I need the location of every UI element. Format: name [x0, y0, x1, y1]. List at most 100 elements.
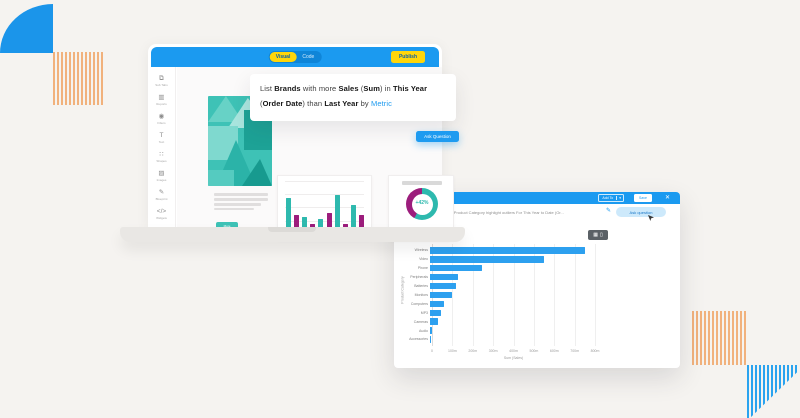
mini-bar [294, 214, 300, 232]
mini-bar [334, 195, 340, 232]
text-icon: T [159, 131, 164, 139]
publish-button[interactable]: Publish [390, 51, 425, 63]
text-placeholder [214, 198, 268, 201]
gridline [554, 244, 556, 346]
sidebar-item-images[interactable]: ▨ Images [148, 166, 175, 185]
sidebar-item-shapes[interactable]: ∷ Shapes [148, 147, 175, 166]
bar [430, 318, 438, 325]
table-row: Audio [394, 326, 433, 335]
bar [430, 300, 445, 308]
ask-question-button[interactable]: Ask Question [416, 131, 459, 142]
reports-icon: ▥ [158, 93, 165, 101]
dialog-titlebar: Add To ▾ Save ✕ [394, 192, 680, 204]
table-row: Peripherals [394, 273, 458, 282]
add-to-label: Add To [602, 196, 614, 200]
sidebar-item-widgets[interactable]: </> Widgets [148, 204, 175, 223]
category-label: Phone [417, 266, 428, 271]
category-label: Peripherals [410, 275, 428, 280]
mouse-cursor-icon [648, 215, 654, 221]
x-tick-label: 200m [468, 349, 478, 353]
table-view-icon[interactable]: ▯ [599, 232, 603, 238]
question-card[interactable]: List Brands with more Sales (Sum) in Thi… [250, 74, 456, 121]
table-row: Video [394, 255, 545, 264]
category-label: Accessories [409, 337, 428, 342]
sidebar-item-label: Images [156, 177, 167, 182]
laptop-notch [268, 227, 316, 232]
widgets-icon: </> [156, 207, 167, 215]
bar [430, 336, 431, 343]
blueprint-icon: ✎ [158, 188, 165, 196]
sidebar-item-reports[interactable]: ▥ Reports [148, 90, 175, 109]
mini-bar [358, 214, 364, 232]
bar [430, 273, 458, 281]
x-tick-label: 500m [529, 349, 539, 353]
text-placeholder [214, 207, 254, 210]
chevron-down-icon[interactable]: ▾ [616, 196, 623, 200]
bar [430, 247, 585, 254]
gridline [574, 244, 576, 346]
x-tick-label: 0 [431, 349, 433, 353]
chart-view-icon[interactable]: ▦ [593, 232, 598, 238]
bar [430, 291, 452, 299]
filters-icon: ◉ [158, 112, 165, 120]
shapes-icon: ∷ [159, 150, 164, 158]
toggle-visual[interactable]: Visual [269, 52, 297, 62]
table-row: MP3 [394, 308, 441, 317]
x-axis-title: Sum (Sales) [503, 356, 524, 360]
sidebar-item-text[interactable]: T Text [148, 128, 175, 147]
category-label: MP3 [420, 310, 428, 315]
sidebar-item-sub-tabs[interactable]: ⧉ Sub Tabs [148, 71, 175, 90]
mini-bar [326, 212, 332, 232]
bar [430, 256, 545, 263]
mini-bar [318, 219, 324, 232]
x-tick-label: 700m [570, 349, 580, 353]
gridline [285, 194, 364, 196]
sidebar-item-blueprint[interactable]: ✎ Blueprint [148, 185, 175, 204]
horizontal-bar-chart: Product Category 0 100m 200m 300m 400m 500m 60… [394, 244, 672, 368]
decor-striped-square-top [53, 52, 105, 105]
text-placeholder [214, 203, 261, 206]
sidebar-item-label: Filters [157, 120, 166, 125]
add-to-button[interactable]: Add To ▾ [598, 194, 624, 202]
category-label: Batteries [414, 284, 428, 289]
x-tick-label: 100m [447, 349, 457, 353]
query-text: ) by Product Category highlight outliers… [446, 210, 564, 215]
table-row: Phone [394, 264, 482, 273]
sidebar-item-filters[interactable]: ◉ Filters [148, 109, 175, 128]
close-icon[interactable]: ✕ [664, 194, 670, 201]
table-row: Batteries [394, 282, 457, 291]
gridline [533, 244, 535, 346]
mini-bar [302, 216, 308, 232]
card-title-placeholder [402, 181, 442, 185]
bar [430, 309, 441, 316]
sidebar-item-label: Sub Tabs [155, 82, 168, 87]
gridline [493, 244, 495, 346]
images-icon: ▨ [158, 169, 165, 177]
x-tick-label: 600m [549, 349, 559, 353]
toggle-code[interactable]: Code [302, 54, 315, 60]
question-text: List Brands with more Sales (Sum) in Thi… [260, 84, 428, 108]
table-row: Wireless [394, 246, 585, 255]
x-tick-label: 800m [590, 349, 600, 353]
save-button[interactable]: Save [634, 194, 652, 202]
cta-button[interactable]: More [216, 222, 238, 230]
sidebar-item-label: Blueprint [155, 196, 168, 201]
sidebar-item-label: Reports [156, 101, 167, 106]
category-label: Computers [410, 301, 428, 306]
x-tick-label: 300m [488, 349, 498, 353]
bar [430, 265, 482, 272]
view-toggle-chip: ▦ ▯ [588, 230, 608, 240]
category-label: Cameras [413, 319, 428, 324]
edit-pencil-icon[interactable]: ✎ [606, 208, 612, 214]
designer-sidebar: ⧉ Sub Tabs ▥ Reports ◉ Filters T Text ∷ Shapes ▨ Im… [148, 67, 176, 228]
donut-chart: +42% [406, 188, 438, 220]
table-row: Computers [394, 299, 445, 308]
mini-bar-chart [285, 181, 364, 235]
ask-question-pill[interactable]: Ask question [616, 207, 666, 217]
x-tick-label: 400m [509, 349, 518, 353]
subtabs-icon: ⧉ [159, 74, 164, 82]
gridline [285, 220, 364, 222]
donut-center-label: +42% [415, 200, 429, 206]
table-row: Monitors [394, 291, 452, 300]
